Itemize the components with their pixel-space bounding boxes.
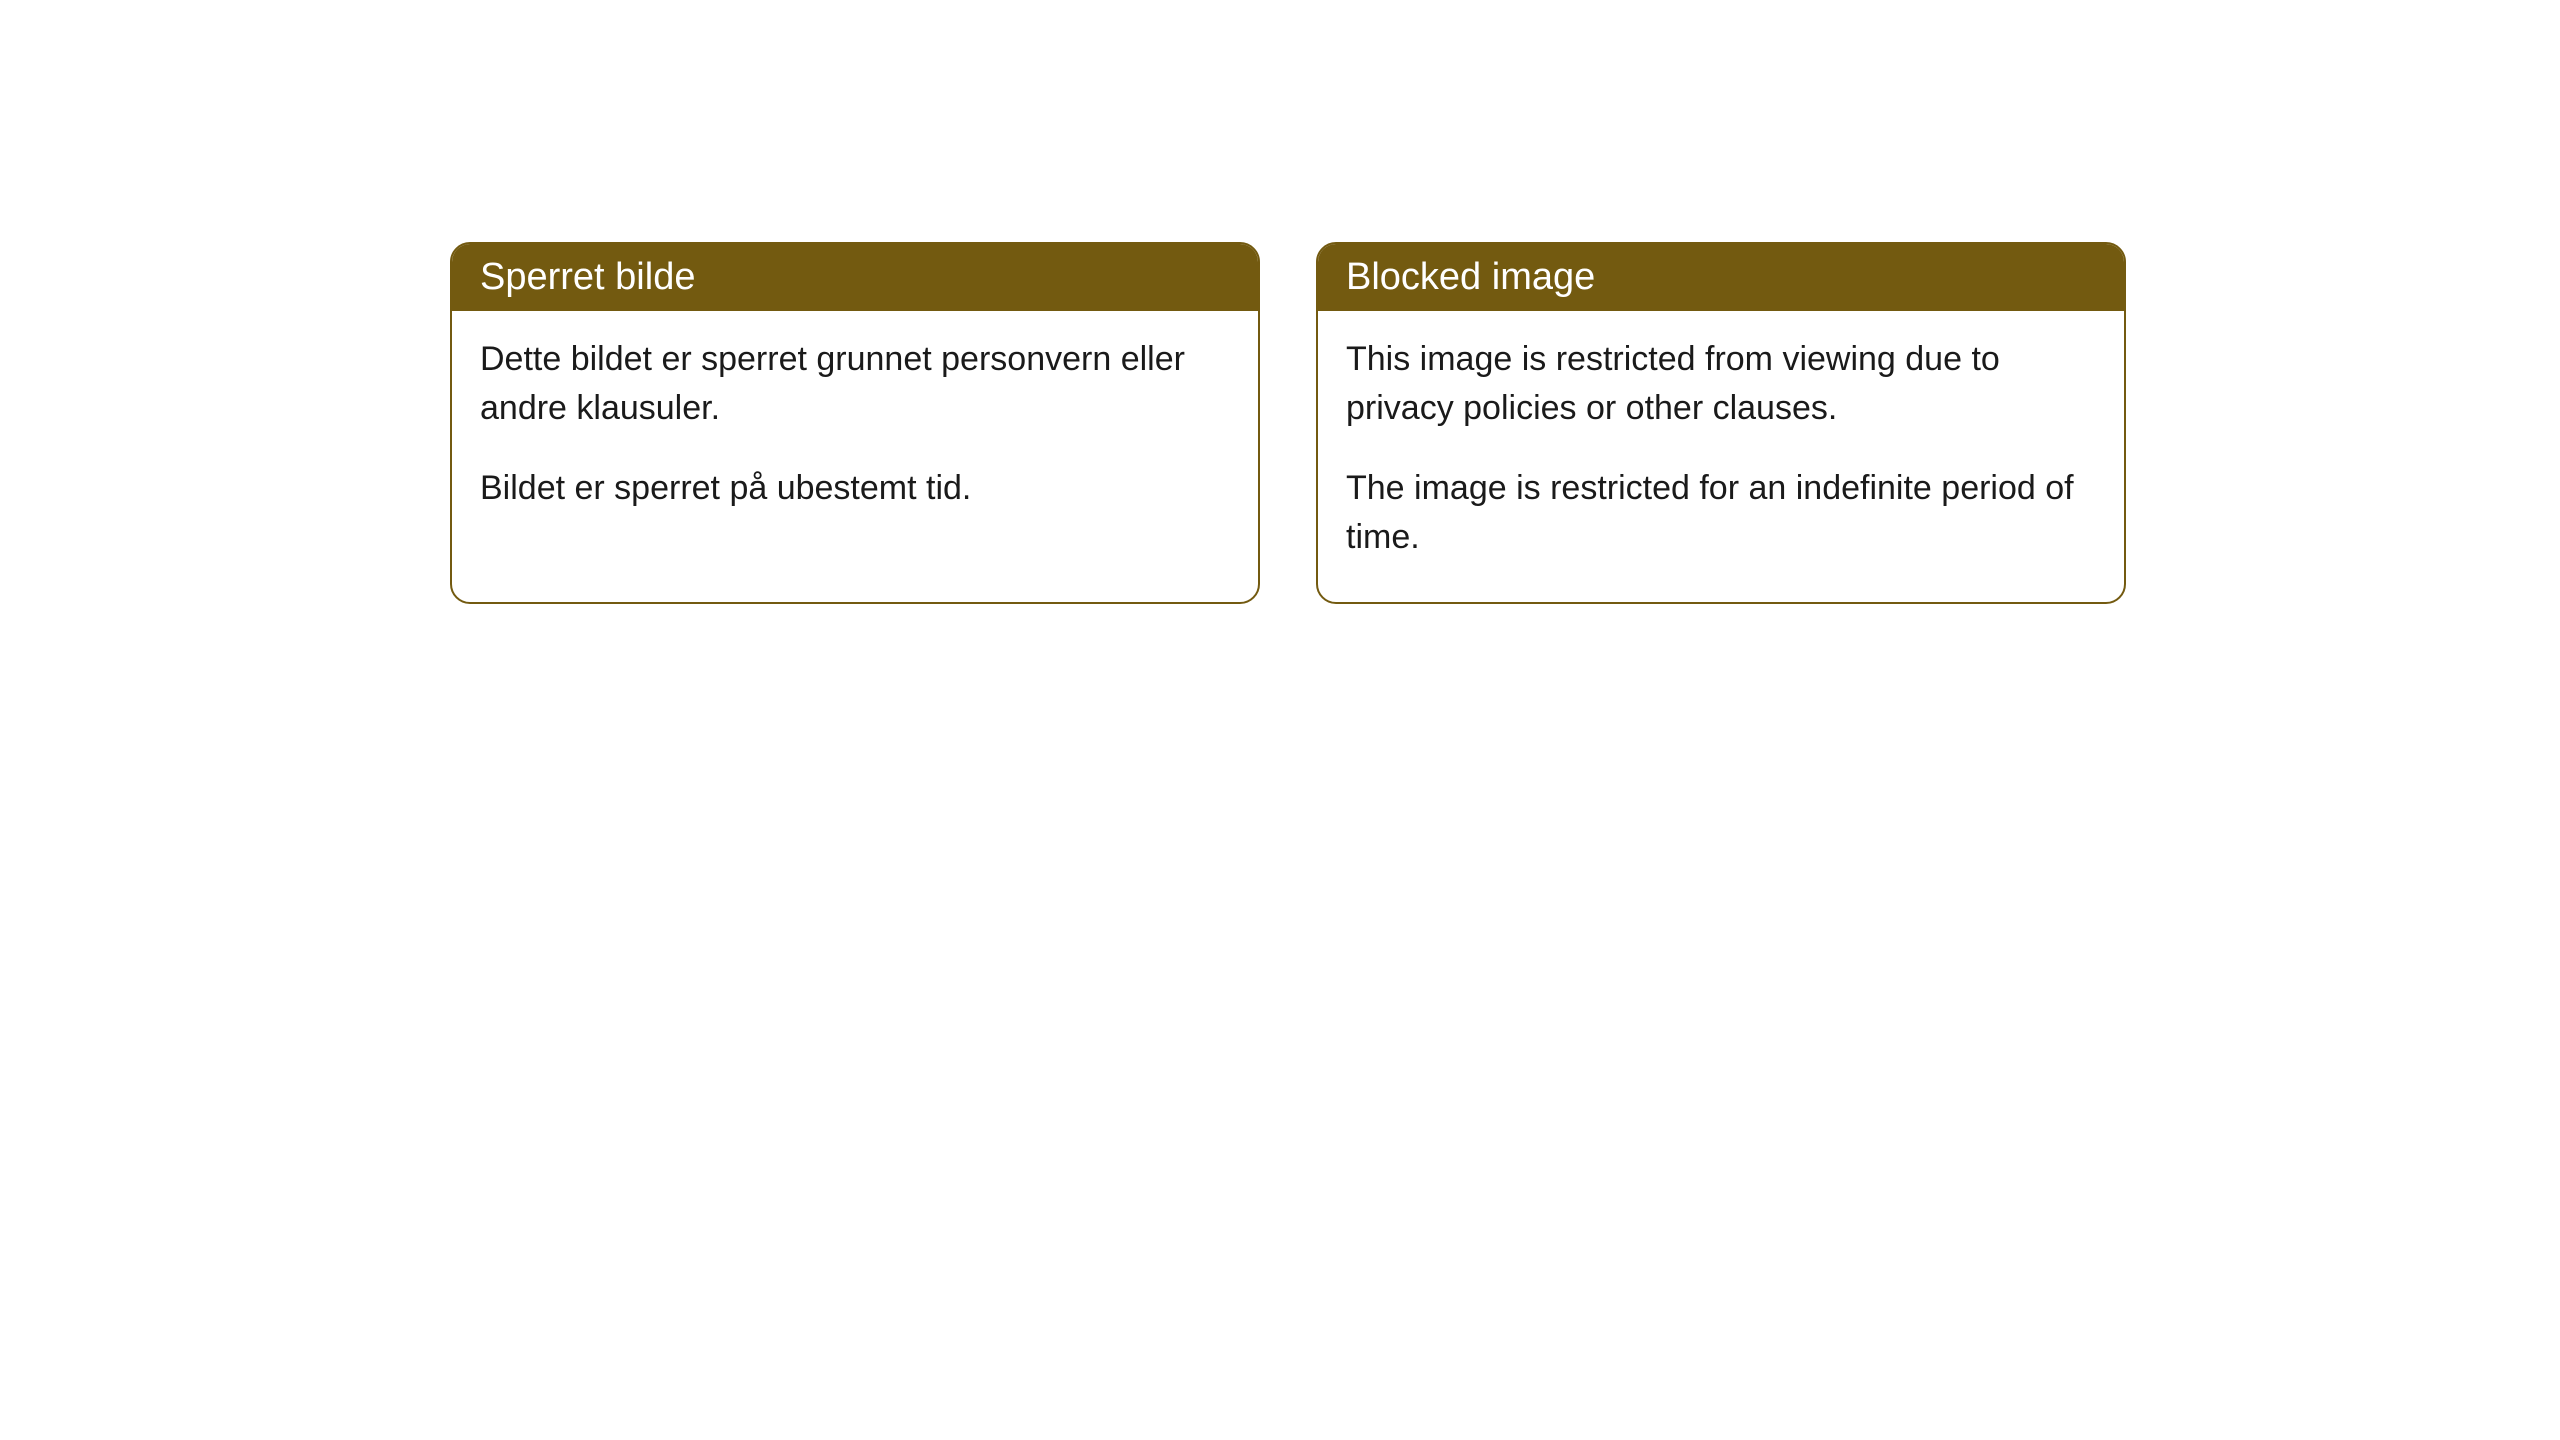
card-header-en: Blocked image — [1318, 244, 2124, 311]
card-paragraph-2-no: Bildet er sperret på ubestemt tid. — [480, 464, 1230, 513]
card-paragraph-1-en: This image is restricted from viewing du… — [1346, 335, 2096, 434]
card-body-en: This image is restricted from viewing du… — [1318, 311, 2124, 602]
cards-container: Sperret bilde Dette bildet er sperret gr… — [450, 242, 2126, 604]
blocked-image-card-no: Sperret bilde Dette bildet er sperret gr… — [450, 242, 1260, 604]
card-header-no: Sperret bilde — [452, 244, 1258, 311]
card-body-no: Dette bildet er sperret grunnet personve… — [452, 311, 1258, 553]
card-paragraph-1-no: Dette bildet er sperret grunnet personve… — [480, 335, 1230, 434]
blocked-image-card-en: Blocked image This image is restricted f… — [1316, 242, 2126, 604]
card-paragraph-2-en: The image is restricted for an indefinit… — [1346, 464, 2096, 563]
